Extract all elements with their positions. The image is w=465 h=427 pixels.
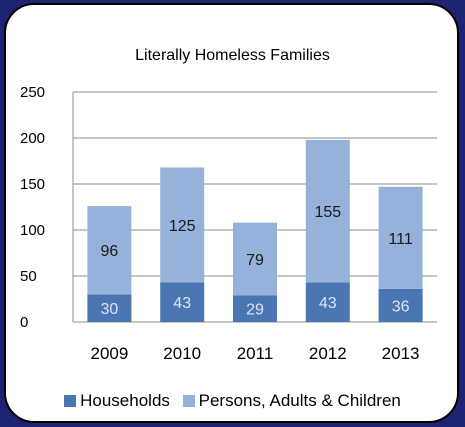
y-tick-label: 200 — [20, 130, 45, 147]
bar-households — [160, 282, 205, 322]
data-label: 155 — [314, 204, 341, 221]
y-tick-label: 100 — [20, 222, 45, 239]
bar-persons — [305, 139, 350, 283]
data-label: 43 — [173, 295, 191, 312]
legend-item-households: Households — [64, 391, 170, 411]
bar-households — [378, 288, 423, 322]
bar-persons — [87, 206, 132, 295]
bar-persons — [378, 186, 423, 289]
x-tick-label: 2011 — [237, 344, 274, 363]
y-tick-label: 50 — [20, 268, 37, 285]
bar-households — [87, 294, 132, 322]
bar-households — [233, 295, 277, 322]
data-label: 79 — [246, 252, 264, 269]
legend-swatch-persons — [182, 395, 195, 407]
data-label: 96 — [101, 243, 119, 260]
x-tick-label: 2010 — [163, 344, 201, 363]
data-label: 111 — [388, 231, 412, 248]
y-tick-label: 150 — [20, 176, 45, 193]
legend-swatch-households — [64, 395, 77, 407]
chart-legend: Households Persons, Adults & Children — [0, 391, 465, 412]
y-tick-label: 0 — [20, 314, 28, 331]
y-tick-label: 250 — [20, 84, 45, 101]
x-tick-label: 2013 — [382, 344, 420, 363]
x-tick-label: 2009 — [90, 344, 128, 363]
data-label: 43 — [319, 295, 337, 312]
bar-persons — [160, 167, 205, 283]
legend-label-households: Households — [80, 391, 170, 410]
bar-households — [305, 282, 350, 322]
data-label: 36 — [392, 298, 410, 315]
legend-item-persons: Persons, Adults & Children — [182, 391, 401, 411]
legend-label-persons: Persons, Adults & Children — [198, 391, 401, 410]
x-tick-label: 2012 — [309, 344, 347, 363]
data-label: 30 — [101, 301, 119, 318]
chart-title: Literally Homeless Families — [135, 47, 330, 64]
data-label: 29 — [246, 302, 264, 319]
bar-persons — [233, 222, 277, 296]
data-label: 125 — [169, 218, 196, 235]
